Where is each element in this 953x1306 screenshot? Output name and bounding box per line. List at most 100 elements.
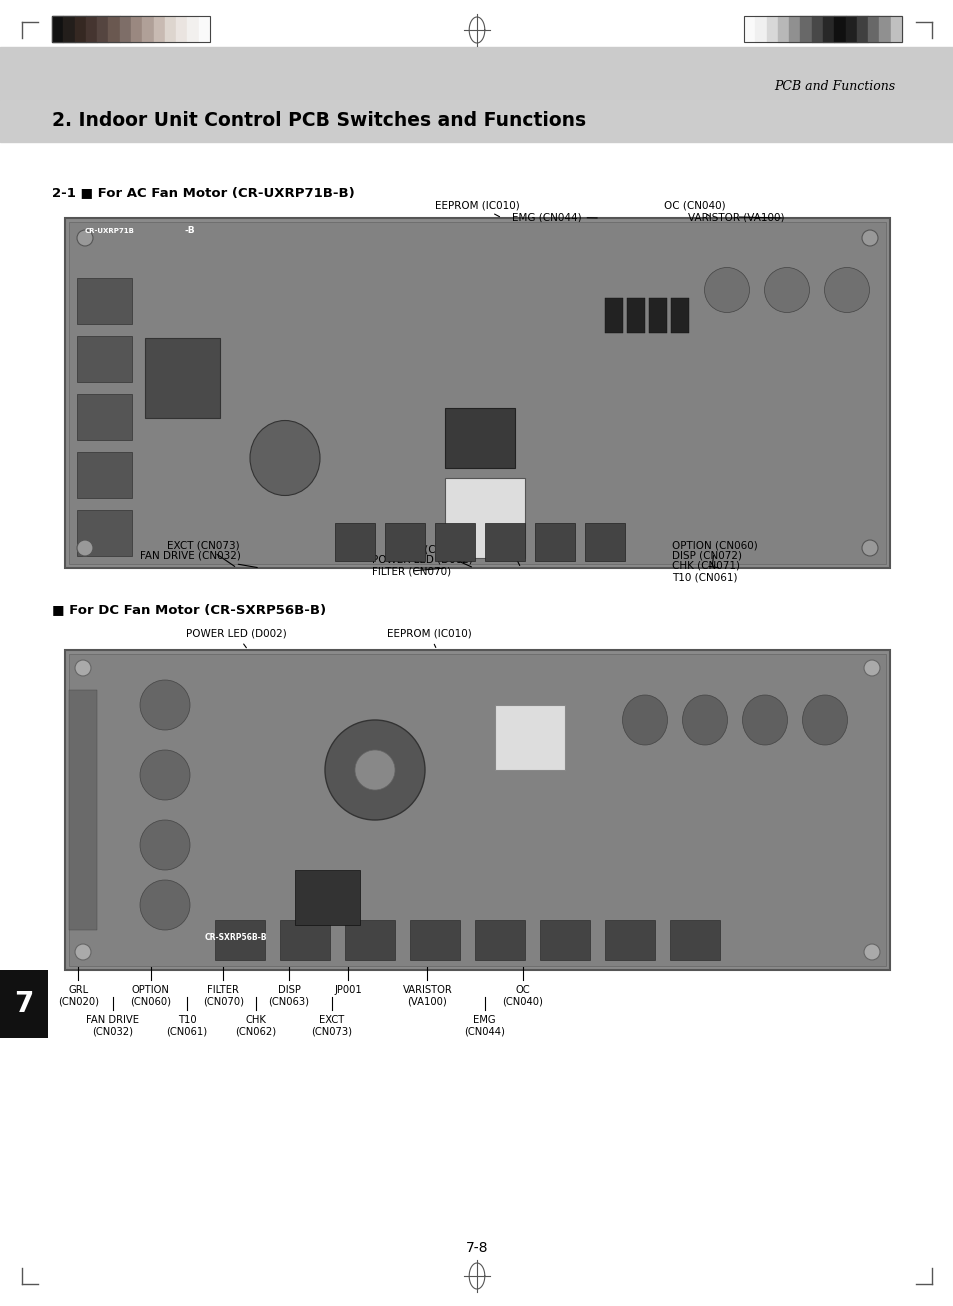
Bar [385, 522, 424, 562]
Ellipse shape [140, 680, 190, 730]
Text: CHK
(CN062): CHK (CN062) [234, 1015, 276, 1037]
Text: GRL
(CN020): GRL (CN020) [58, 985, 98, 1007]
Ellipse shape [77, 539, 92, 556]
Text: EMG
(CN044): EMG (CN044) [464, 1015, 504, 1037]
Bar [65, 650, 889, 970]
Text: JP001: JP001 [334, 985, 362, 995]
Bar [153, 16, 165, 42]
Bar [844, 16, 856, 42]
Text: POWER LED (D002): POWER LED (D002) [372, 555, 473, 568]
Bar [77, 511, 132, 556]
Bar [52, 16, 210, 42]
Bar [484, 522, 524, 562]
Text: GRL (CN020): GRL (CN020) [399, 545, 471, 567]
Text: EMG (CN044): EMG (CN044) [512, 212, 597, 222]
Bar [410, 919, 459, 960]
Bar [69, 690, 97, 930]
Bar [766, 16, 777, 42]
Bar [0, 970, 48, 1038]
Text: EEPROM (IC010): EEPROM (IC010) [387, 629, 471, 648]
Ellipse shape [325, 720, 424, 820]
Bar [743, 16, 901, 42]
Bar [856, 16, 867, 42]
Bar [444, 407, 515, 468]
Bar [145, 338, 220, 418]
Bar [294, 870, 359, 925]
Bar [834, 16, 844, 42]
Bar [65, 218, 889, 568]
Bar [648, 298, 666, 333]
Bar [187, 16, 198, 42]
Bar [109, 16, 119, 42]
Bar [879, 16, 890, 42]
Bar [52, 16, 63, 42]
Ellipse shape [703, 268, 749, 312]
Text: -B: -B [185, 226, 195, 235]
Ellipse shape [140, 750, 190, 801]
Bar [86, 16, 97, 42]
Bar [444, 478, 524, 558]
Bar [626, 298, 644, 333]
Bar [77, 394, 132, 440]
Text: T10
(CN061): T10 (CN061) [166, 1015, 208, 1037]
Ellipse shape [823, 268, 868, 312]
Text: VARISTOR
(VA100): VARISTOR (VA100) [402, 985, 452, 1007]
Bar [77, 278, 132, 324]
Bar [777, 16, 788, 42]
Bar [822, 16, 834, 42]
Bar [539, 919, 589, 960]
Ellipse shape [140, 820, 190, 870]
Bar [890, 16, 901, 42]
Bar [495, 705, 564, 771]
Text: DISP
(CN063): DISP (CN063) [269, 985, 309, 1007]
Text: DISP (CN072): DISP (CN072) [671, 550, 741, 565]
Text: JP001: JP001 [495, 539, 523, 565]
Bar [77, 452, 132, 498]
Ellipse shape [75, 660, 91, 677]
Bar [280, 919, 330, 960]
Text: OPTION (CN060): OPTION (CN060) [671, 539, 757, 565]
Bar [475, 919, 524, 960]
Bar [176, 16, 187, 42]
Ellipse shape [862, 539, 877, 556]
Text: EXCT (CN073): EXCT (CN073) [167, 539, 239, 567]
Bar [345, 919, 395, 960]
Ellipse shape [622, 695, 667, 744]
Bar [811, 16, 822, 42]
Bar [165, 16, 176, 42]
Text: OC
(CN040): OC (CN040) [502, 985, 542, 1007]
Bar [131, 16, 142, 42]
Ellipse shape [801, 695, 846, 744]
Bar [584, 522, 624, 562]
Text: 7: 7 [14, 990, 33, 1017]
Bar [0, 47, 953, 102]
Bar [198, 16, 210, 42]
Bar [867, 16, 879, 42]
Bar [743, 16, 755, 42]
Bar [214, 919, 265, 960]
Text: POWER LED (D002): POWER LED (D002) [186, 629, 287, 648]
Bar [670, 298, 688, 333]
Ellipse shape [355, 750, 395, 790]
Bar [63, 16, 74, 42]
Text: CR-SXRP56B-B: CR-SXRP56B-B [205, 932, 267, 942]
Text: 2-1 ■ For AC Fan Motor (CR-UXRP71B-B): 2-1 ■ For AC Fan Motor (CR-UXRP71B-B) [52, 187, 355, 200]
Bar [0, 101, 953, 142]
Text: OPTION
(CN060): OPTION (CN060) [131, 985, 171, 1007]
Ellipse shape [250, 421, 319, 495]
Ellipse shape [862, 230, 877, 246]
Ellipse shape [863, 660, 879, 677]
Bar [119, 16, 131, 42]
Text: 7-8: 7-8 [465, 1241, 488, 1255]
Ellipse shape [681, 695, 727, 744]
Text: T10 (CN061): T10 (CN061) [671, 568, 737, 582]
Text: PCB and Functions: PCB and Functions [773, 80, 894, 93]
Ellipse shape [75, 944, 91, 960]
Bar [535, 522, 575, 562]
Bar [669, 919, 720, 960]
Bar [74, 16, 86, 42]
Text: FAN DRIVE (CN032): FAN DRIVE (CN032) [140, 551, 257, 568]
Bar [69, 654, 885, 966]
Bar [800, 16, 811, 42]
Ellipse shape [741, 695, 786, 744]
